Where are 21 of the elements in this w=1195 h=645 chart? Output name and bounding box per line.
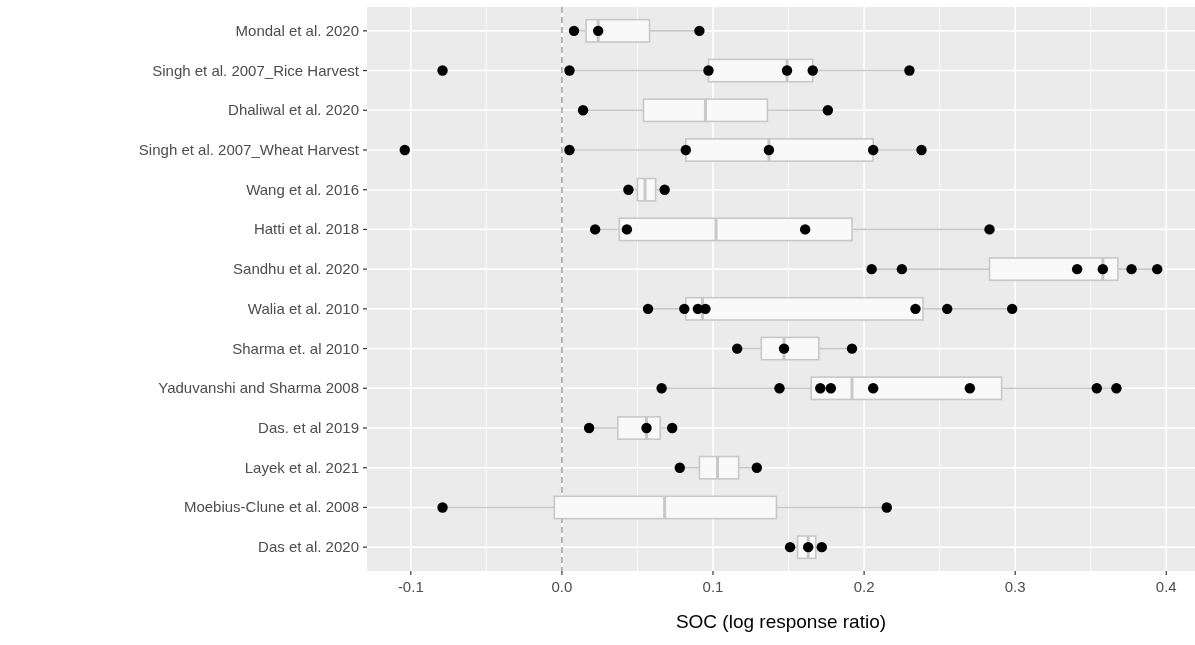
y-tick-label: Layek et al. 2021	[244, 458, 359, 476]
y-tick-label: Das et al. 2020	[258, 538, 359, 556]
x-tick-label: 0.0	[551, 578, 573, 595]
x-tick-label: -0.1	[397, 578, 424, 595]
x-tick-label: 0.4	[1155, 578, 1177, 595]
y-tick-label: Sandhu et al. 2020	[233, 260, 359, 278]
y-tick-label: Walia et al. 2010	[247, 299, 359, 317]
y-tick-label: Yaduvanshi and Sharma 2008	[158, 379, 359, 397]
x-tick-label: 0.3	[1004, 578, 1026, 595]
y-tick-label: Moebius-Clune et al. 2008	[183, 498, 359, 516]
x-tick-label: 0.2	[853, 578, 875, 595]
y-tick-label: Dhaliwal et al. 2020	[228, 101, 359, 119]
y-tick-label: Wang et al. 2016	[246, 180, 359, 198]
y-tick-label: Singh et al. 2007_Wheat Harvest	[138, 140, 360, 158]
y-tick-label: Mondal et al. 2020	[235, 21, 359, 39]
y-tick-label: Singh et al. 2007_Rice Harvest	[152, 61, 360, 79]
y-tick-label: Das. et al 2019	[258, 419, 359, 437]
x-tick-label: 0.1	[702, 578, 724, 595]
y-tick-label: Sharma et. al 2010	[232, 339, 359, 357]
y-tick-label: Hatti et al. 2018	[253, 220, 359, 238]
x-axis-title: SOC (log response ratio)	[675, 611, 887, 632]
